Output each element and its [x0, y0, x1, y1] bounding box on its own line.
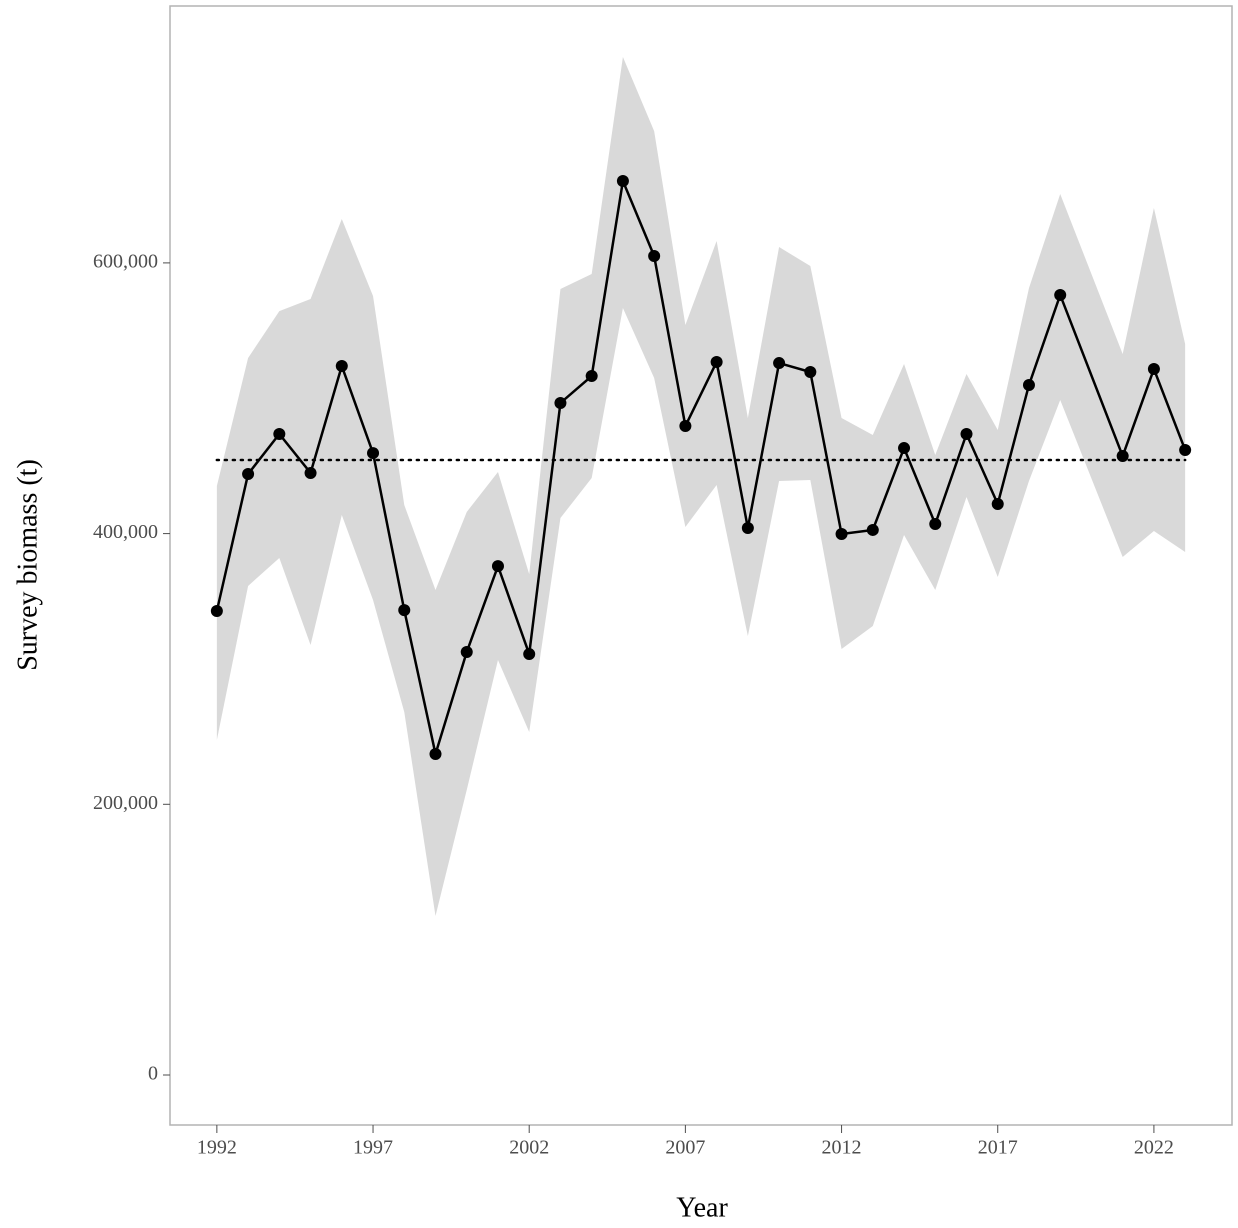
data-point	[616, 175, 629, 188]
data-point	[1147, 363, 1160, 376]
data-point	[1179, 443, 1192, 456]
y-tick-label: 200,000	[93, 792, 158, 814]
y-tick-label: 600,000	[93, 250, 158, 272]
data-point	[1022, 378, 1035, 391]
data-point	[898, 442, 911, 455]
data-point	[679, 419, 692, 432]
data-point	[210, 605, 223, 618]
y-tick-label: 400,000	[93, 521, 158, 543]
x-tick-label: 2002	[509, 1137, 549, 1159]
data-point	[460, 646, 473, 659]
data-point	[866, 523, 879, 536]
data-point	[741, 522, 754, 535]
data-point	[648, 249, 661, 262]
x-tick-label: 2007	[665, 1137, 705, 1159]
data-point	[491, 560, 504, 573]
data-point	[523, 648, 536, 661]
data-point	[367, 447, 380, 460]
x-tick-label: 2012	[822, 1137, 862, 1159]
data-point	[1054, 288, 1067, 301]
confidence-band	[216, 57, 1186, 916]
data-point	[804, 365, 817, 378]
x-tick-label: 2017	[978, 1137, 1018, 1159]
data-point	[710, 355, 723, 368]
data-point	[429, 747, 442, 760]
data-point	[554, 396, 567, 409]
data-point	[991, 497, 1004, 510]
x-axis-title: Year	[676, 1192, 728, 1223]
plot-frame	[169, 5, 1233, 1126]
data-point	[585, 370, 598, 383]
data-point	[304, 466, 317, 479]
data-point	[929, 517, 942, 530]
y-axis-title: Survey biomass (t)	[12, 459, 43, 671]
data-point	[1116, 450, 1129, 463]
data-point	[335, 360, 348, 373]
x-tick-label: 2022	[1134, 1137, 1174, 1159]
data-point	[960, 427, 973, 440]
data-point	[773, 357, 786, 370]
data-point	[835, 528, 848, 541]
data-point	[242, 468, 255, 481]
x-tick-label: 1992	[197, 1137, 237, 1159]
data-point	[398, 604, 411, 617]
data-point	[273, 427, 286, 440]
x-tick-label: 1997	[353, 1137, 393, 1159]
y-tick-label: 0	[148, 1063, 158, 1085]
